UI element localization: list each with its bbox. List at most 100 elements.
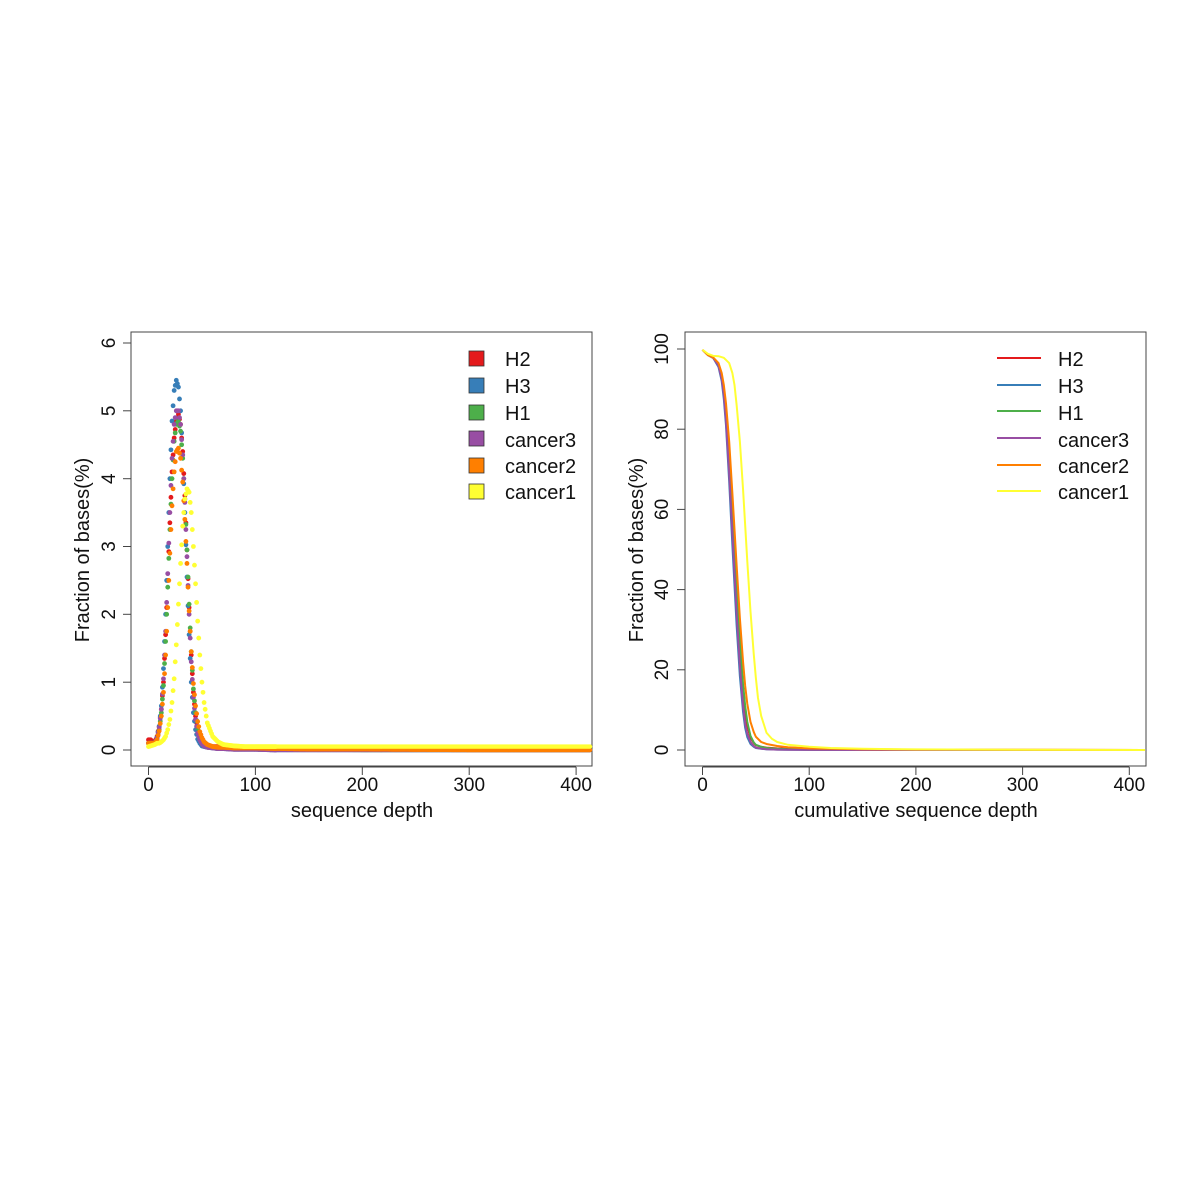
x-tick-label: 100 (240, 775, 272, 796)
x-tick-label: 0 (143, 775, 154, 796)
data-point (188, 510, 194, 515)
data-point (177, 581, 182, 587)
data-point (163, 652, 169, 658)
legend: H2 H3 H1 cancer3 cancer2 cancer1 (997, 349, 1129, 504)
data-point (194, 600, 200, 605)
data-point (176, 384, 181, 390)
data-point (187, 628, 193, 634)
legend-label: cancer3 (1058, 430, 1129, 452)
data-point (587, 747, 593, 753)
data-point (158, 706, 164, 712)
data-point (189, 671, 195, 677)
data-point (165, 571, 171, 577)
data-point (192, 562, 197, 568)
legend-label: cancer2 (1058, 456, 1129, 478)
data-point (186, 611, 192, 617)
legend-key (468, 430, 485, 447)
x-tick-label: 200 (346, 775, 378, 796)
x-tick-label: 400 (1113, 775, 1145, 796)
data-point (164, 600, 170, 605)
data-point (170, 486, 176, 492)
series-line-cancer3 (701, 349, 1145, 751)
data-point (197, 652, 203, 658)
series-line-cancer1 (701, 349, 1146, 751)
y-tick-label: 4 (99, 473, 120, 484)
data-point (185, 584, 191, 590)
data-point (174, 622, 180, 627)
data-point (192, 692, 197, 698)
data-point (203, 713, 209, 719)
data-point (172, 415, 178, 421)
data-point (168, 447, 174, 453)
data-point (171, 422, 177, 427)
legend-key (468, 377, 485, 394)
series-lines (701, 349, 1146, 751)
data-point (180, 479, 186, 485)
data-point (186, 489, 192, 495)
data-point (179, 467, 185, 473)
data-point (167, 717, 173, 722)
data-point (178, 428, 183, 434)
x-tick-label: 400 (560, 775, 592, 796)
data-point (166, 540, 172, 546)
data-point (188, 649, 194, 655)
cumulative-depth-panel: 0 100 200 300 400 cumulative sequence de… (626, 331, 1147, 822)
data-point (157, 721, 163, 726)
data-point (171, 388, 177, 393)
data-point (179, 542, 185, 548)
data-point (169, 476, 175, 482)
data-point (177, 450, 182, 456)
data-point (180, 523, 186, 529)
data-point (176, 445, 181, 451)
data-point (164, 611, 170, 617)
x-tick-label: 100 (793, 775, 825, 796)
x-axis-label: cumulative sequence depth (794, 800, 1038, 822)
data-point (155, 733, 161, 738)
data-point (167, 550, 173, 556)
y-tick-label: 20 (652, 659, 673, 680)
legend-label: cancer3 (505, 430, 576, 452)
y-tick-label: 6 (99, 338, 120, 349)
data-point (179, 437, 185, 443)
data-point (166, 722, 172, 727)
data-point (184, 554, 190, 560)
data-point (186, 601, 192, 607)
y-tick-label: 40 (652, 579, 673, 600)
data-point (187, 625, 193, 631)
data-point (189, 527, 195, 532)
data-point (161, 679, 166, 685)
data-point (178, 561, 183, 566)
y-axis: 0 1 2 3 4 5 6 Fraction of bases(%) (72, 338, 132, 755)
legend-key (468, 404, 485, 421)
data-point (196, 724, 202, 729)
data-point (196, 635, 202, 641)
data-point (193, 581, 198, 587)
data-point (166, 555, 172, 561)
data-point (164, 628, 170, 634)
y-axis: 0 20 40 60 80 100 Fraction of bases(%) (626, 333, 686, 755)
x-tick-label: 200 (900, 775, 932, 796)
data-point (163, 639, 169, 644)
data-point (189, 665, 195, 670)
legend: H2 H3 H1 cancer3 cancer2 cancer1 (468, 349, 576, 504)
depth-distribution-panel: 0 100 200 300 400 sequence depth 0 1 2 3… (72, 331, 593, 822)
data-point (178, 455, 183, 461)
legend-label: H1 (1058, 403, 1084, 425)
data-point (169, 455, 175, 461)
data-point (184, 561, 190, 566)
x-tick-label: 0 (697, 775, 708, 796)
y-tick-label: 3 (99, 541, 120, 552)
y-tick-label: 5 (99, 406, 120, 417)
y-tick-label: 100 (652, 333, 673, 365)
data-point (195, 618, 201, 624)
scatter-points (146, 377, 593, 753)
data-point (165, 605, 171, 610)
x-tick-label: 300 (1007, 775, 1039, 796)
data-point (181, 510, 187, 515)
legend-label: H1 (505, 403, 531, 425)
data-point (169, 503, 175, 509)
x-axis-label: sequence depth (291, 800, 433, 822)
data-point (170, 403, 176, 409)
legend-label: cancer2 (505, 456, 576, 478)
